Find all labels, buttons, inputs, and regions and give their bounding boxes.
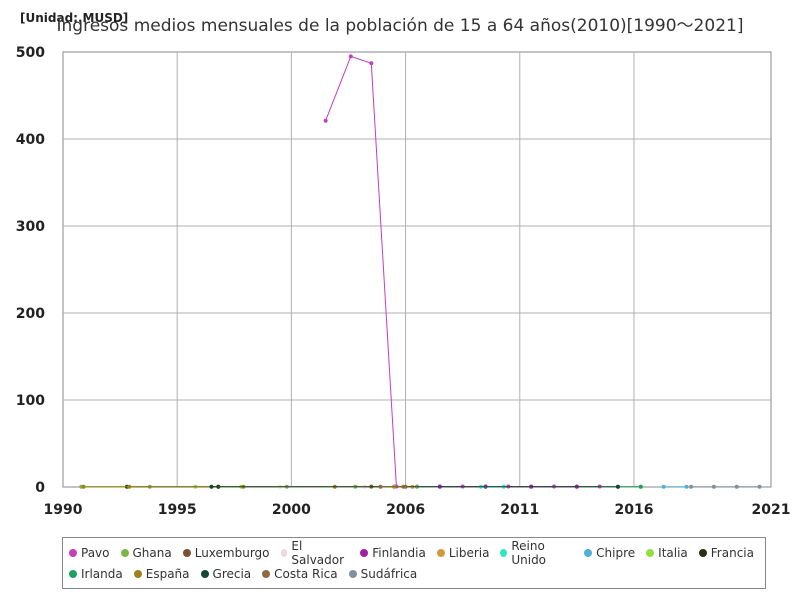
legend-label: Reino Unido [511, 538, 547, 567]
legend-item: Ghana [120, 545, 172, 560]
data-point [661, 484, 666, 489]
legend-item: Sudáfrica [348, 566, 418, 581]
legend-label: Irlanda [81, 566, 123, 581]
legend-label: Luxemburgo [194, 545, 270, 560]
x-tick-label: 1995 [158, 502, 197, 518]
x-tick-label: 2000 [272, 502, 311, 518]
grid-lines [63, 52, 771, 487]
legend-item: Francia [698, 545, 754, 560]
legend-item: Finlandia [360, 546, 426, 560]
data-point [734, 484, 739, 489]
y-tick-label: 300 [16, 219, 45, 235]
legend-row: Irlanda España Grecia Costa Rica Sudáfrica [69, 563, 765, 584]
legend-item: Liberia [436, 545, 490, 560]
legend-marker [698, 548, 707, 557]
legend-marker [182, 548, 191, 557]
x-tick-label: 2021 [752, 502, 791, 518]
y-tick-label: 500 [16, 45, 45, 61]
data-point [323, 118, 328, 123]
data-point [209, 484, 214, 489]
legend-marker [133, 569, 142, 578]
legend-marker [69, 569, 77, 578]
data-point [378, 484, 383, 489]
chart-title: Ingresos medios mensuales de la població… [56, 16, 744, 36]
data-point [684, 484, 689, 489]
data-point [403, 484, 408, 489]
legend-marker [584, 548, 593, 557]
y-tick-label: 200 [16, 306, 45, 322]
legend-marker [280, 548, 288, 557]
legend-marker [500, 548, 508, 557]
data-point [81, 484, 86, 489]
y-tick-label: 0 [35, 480, 45, 496]
legend-label: Finlandia [372, 545, 426, 560]
y-tick-label: 400 [16, 132, 45, 148]
x-tick-label: 2006 [386, 502, 425, 518]
legend-marker [120, 548, 129, 557]
data-point [615, 484, 620, 489]
legend-label: Chipre [596, 545, 636, 560]
unit-label: [Unidad:.MUSD] [20, 11, 129, 25]
data-point [369, 61, 374, 66]
x-tick-label: 2011 [500, 502, 539, 518]
plot-area [62, 51, 772, 488]
legend-marker [348, 569, 357, 578]
legend-item: El Salvador [280, 538, 350, 567]
legend-item: Chipre [584, 546, 635, 560]
x-tick-label: 1990 [44, 502, 83, 518]
legend-label: Ghana [132, 545, 172, 560]
legend-item: Italia [646, 546, 688, 560]
legend-label: España [145, 566, 190, 581]
legend-label: Costa Rica [274, 566, 338, 581]
data-point [689, 484, 694, 489]
legend-label: Italia [658, 545, 688, 560]
legend-item: Costa Rica [262, 566, 338, 581]
chart-legend: Pavo Ghana Luxemburgo El Salvador Finlandia L… [62, 537, 766, 589]
legend-marker [262, 569, 271, 578]
legend-label: El Salvador [291, 538, 345, 567]
legend-item: Reino Unido [500, 539, 573, 567]
data-point [638, 484, 643, 489]
legend-label: Francia [710, 545, 754, 560]
data-point [348, 54, 353, 59]
legend-marker [646, 548, 655, 557]
legend-label: Liberia [448, 545, 490, 560]
data-point [757, 484, 762, 489]
legend-marker [360, 548, 369, 557]
legend-label: Pavo [81, 545, 110, 560]
x-tick-label: 2016 [614, 502, 653, 518]
legend-marker [200, 569, 209, 578]
legend-item: Grecia [200, 566, 252, 581]
y-tick-label: 100 [16, 393, 45, 409]
legend-marker [69, 548, 77, 557]
data-point [711, 484, 716, 489]
data-point [127, 484, 132, 489]
axis-tick-labels: 0 100 200 300 400 500 1990 1995 2000 2006 2011 2016… [16, 45, 791, 518]
legend-marker [436, 548, 445, 557]
legend-label: Sudáfrica [360, 566, 418, 581]
legend-label: Grecia [212, 566, 252, 581]
series-lines [79, 54, 762, 489]
legend-row: Pavo Ghana Luxemburgo El Salvador Finlandia L… [69, 539, 765, 567]
legend-item: Luxemburgo [182, 545, 270, 560]
legend-item: España [133, 566, 190, 581]
legend-item: Pavo [69, 546, 110, 560]
legend-item: Irlanda [69, 567, 123, 581]
